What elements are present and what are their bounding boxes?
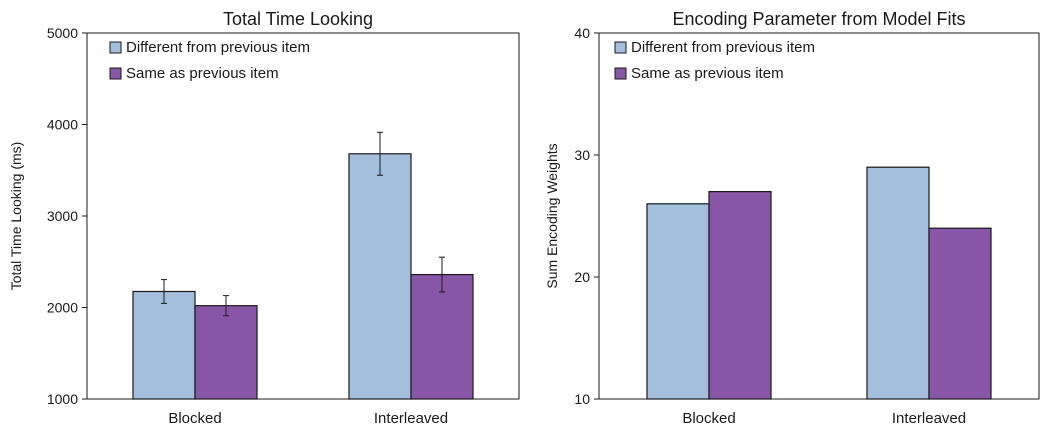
y-tick-label: 10 xyxy=(574,391,590,407)
bar xyxy=(928,227,992,400)
chart-total-time-looking: Total Time Looking Total Time Looking (m… xyxy=(8,9,520,427)
y-tick-label: 2000 xyxy=(47,300,78,316)
legend-label: Same as previous item xyxy=(126,65,279,82)
legend-label: Same as previous item xyxy=(631,65,784,82)
legend-label: Different from previous item xyxy=(126,39,310,56)
plot-frame xyxy=(598,32,1040,400)
bar xyxy=(194,305,258,400)
legend-swatch xyxy=(109,41,122,54)
plot-area: 10 20 30 40 Blocked Interleaved Different from… xyxy=(574,25,1040,427)
chart-title: Encoding Parameter from Model Fits xyxy=(672,9,965,29)
bar xyxy=(132,290,196,400)
chart-title: Total Time Looking xyxy=(223,9,373,29)
y-tick-label: 4000 xyxy=(47,117,78,133)
x-tick-label: Interleaved xyxy=(374,410,448,427)
y-tick-label: 3000 xyxy=(47,208,78,224)
y-tick-label: 20 xyxy=(574,269,590,285)
bar xyxy=(410,273,474,400)
plot-area: 1000 2000 3000 4000 5000 Blocked Interleaved Di… xyxy=(47,25,520,427)
y-axis-label: Sum Encoding Weights xyxy=(544,143,560,288)
legend-swatch xyxy=(109,67,122,80)
bar xyxy=(708,191,772,400)
bar xyxy=(348,153,412,400)
x-tick-label: Blocked xyxy=(682,410,735,427)
y-tick-label: 40 xyxy=(574,25,590,41)
y-tick-label: 30 xyxy=(574,147,590,163)
chart-encoding-parameter: Encoding Parameter from Model Fits Sum E… xyxy=(544,9,1040,427)
bar xyxy=(646,203,710,400)
legend-swatch xyxy=(614,41,627,54)
y-axis-label: Total Time Looking (ms) xyxy=(8,142,24,291)
x-tick-label: Blocked xyxy=(168,410,221,427)
y-tick-label: 5000 xyxy=(47,25,78,41)
y-tick-label: 1000 xyxy=(47,391,78,407)
legend-label: Different from previous item xyxy=(631,39,815,56)
legend-swatch xyxy=(614,67,627,80)
x-tick-label: Interleaved xyxy=(892,410,966,427)
bar xyxy=(866,166,930,400)
